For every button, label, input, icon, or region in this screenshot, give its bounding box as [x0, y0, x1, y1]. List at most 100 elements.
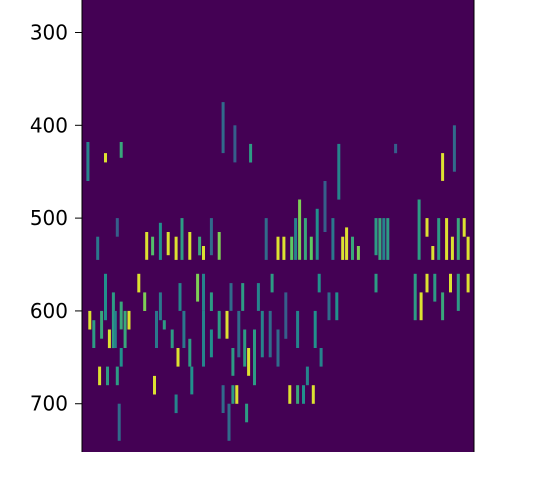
- heatmap-streak: [104, 153, 107, 163]
- y-tick-label: 400: [30, 113, 68, 137]
- heatmap-streak: [313, 310, 317, 348]
- heatmap-streak: [88, 310, 92, 330]
- heatmap-streak: [113, 310, 117, 348]
- heatmap-streak: [145, 232, 149, 260]
- heatmap-streak: [331, 218, 335, 260]
- heatmap-streak: [319, 348, 323, 367]
- heatmap-streak: [268, 310, 272, 358]
- heatmap-streak: [188, 232, 192, 260]
- heatmap-streak: [178, 283, 182, 311]
- heatmap-streak: [302, 385, 305, 404]
- heatmap-streak: [264, 218, 268, 260]
- heatmap-streak: [452, 125, 456, 172]
- heatmap-streak: [449, 273, 452, 293]
- heatmap-streak: [217, 310, 221, 339]
- heatmap-streak: [394, 143, 398, 154]
- heatmap-streak: [327, 292, 331, 321]
- heatmap-streak: [345, 227, 349, 260]
- heatmap-streak: [317, 273, 321, 293]
- heatmap-streak: [229, 283, 233, 311]
- heatmap-streak: [115, 366, 119, 386]
- heatmap-streak: [311, 385, 315, 404]
- heatmap-streak: [466, 273, 470, 293]
- heatmap-streak: [260, 310, 264, 358]
- heatmap-streak: [217, 232, 221, 260]
- heatmap-streak: [151, 236, 155, 256]
- heatmap-streak: [180, 218, 184, 260]
- heatmap-streak: [284, 292, 288, 339]
- heatmap-streak: [155, 310, 158, 348]
- heatmap-streak: [323, 181, 327, 232]
- heatmap-streak: [188, 338, 192, 367]
- y-axis: 300 400 500 600 700: [30, 0, 83, 452]
- heatmap-streak: [104, 273, 107, 321]
- heatmap-streak: [245, 403, 249, 423]
- heatmap-streak: [198, 236, 202, 256]
- heatmap-streak: [315, 208, 319, 260]
- heatmap-streak: [305, 366, 309, 386]
- heatmap-streak: [221, 385, 225, 413]
- heatmap-streak: [417, 199, 421, 260]
- heatmap-cells: [86, 102, 470, 441]
- heatmap-streak: [425, 218, 429, 237]
- heatmap-streak: [441, 292, 445, 321]
- heatmap-streak: [247, 348, 251, 376]
- heatmap-streak: [231, 385, 235, 404]
- heatmap-streak: [209, 292, 213, 311]
- heatmap-streak: [253, 329, 256, 386]
- heatmap-streak: [119, 348, 123, 367]
- heatmap-streak: [190, 366, 194, 395]
- heatmap-streak: [431, 246, 435, 260]
- heatmap-streak: [233, 125, 237, 163]
- heatmap-streak: [374, 218, 378, 256]
- heatmap-streak: [119, 301, 123, 330]
- heatmap-streak: [209, 218, 213, 256]
- heatmap-streak: [111, 292, 115, 349]
- heatmap-streak: [196, 273, 200, 302]
- heatmap-streak: [119, 142, 123, 158]
- heatmap-streak: [249, 143, 253, 163]
- heatmap-streak: [290, 236, 294, 260]
- heatmap-streak: [202, 273, 205, 311]
- heatmap-streak: [441, 153, 445, 181]
- heatmap-streak: [162, 320, 166, 330]
- heatmap-streak: [337, 143, 341, 200]
- heatmap-streak: [86, 142, 90, 181]
- heatmap-streak: [143, 292, 147, 311]
- heatmap-streak: [158, 292, 162, 321]
- y-tick-label: 300: [30, 20, 68, 44]
- heatmap-streak: [96, 236, 100, 260]
- heatmap-streak: [227, 403, 231, 441]
- y-tick-label: 700: [30, 392, 68, 416]
- heatmap-streak: [115, 218, 119, 237]
- y-tick-label: 600: [30, 299, 68, 323]
- heatmap-streak: [282, 236, 286, 260]
- heatmap-streak: [466, 236, 470, 260]
- heatmap-plot-area: [82, 0, 474, 452]
- heatmap-streak: [174, 236, 178, 260]
- heatmap-streak: [298, 199, 302, 260]
- heatmap-streak: [166, 232, 170, 256]
- heatmap-streak: [237, 310, 241, 358]
- heatmap-streak: [309, 236, 313, 260]
- heatmap-streak: [209, 329, 213, 358]
- heatmap-streak: [351, 236, 354, 260]
- heatmap-streak: [413, 273, 417, 321]
- heatmap-streak: [433, 273, 437, 302]
- heatmap-streak: [341, 236, 345, 260]
- heatmap-streak: [256, 283, 260, 311]
- heatmap-streak: [137, 273, 141, 293]
- heatmap-streak: [386, 218, 390, 260]
- heatmap-streak: [241, 283, 245, 311]
- heatmap-streak: [462, 218, 466, 237]
- heatmap-streak: [356, 246, 360, 260]
- heatmap-streak: [221, 102, 225, 154]
- heatmap-streak: [158, 222, 162, 260]
- heatmap-streak: [456, 218, 460, 260]
- heatmap-streak: [92, 320, 96, 348]
- heatmap-streak: [425, 273, 429, 293]
- heatmap-streak: [98, 366, 102, 386]
- heatmap-streak: [202, 246, 205, 260]
- heatmap-streak: [378, 218, 382, 260]
